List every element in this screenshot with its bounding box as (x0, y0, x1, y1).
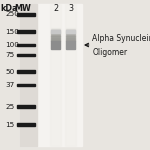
Text: kDa: kDa (0, 4, 18, 13)
Bar (17, 30, 35, 33)
Text: 37: 37 (5, 82, 15, 88)
Bar (51, 30, 60, 31)
Bar (66, 29, 75, 30)
Bar (17, 44, 35, 46)
Bar (51, 31, 60, 32)
Bar (51, 33, 60, 34)
Bar (51, 29, 60, 30)
Bar (66, 36, 75, 37)
Text: 75: 75 (5, 52, 15, 58)
Bar (51, 38, 60, 39)
Text: 15: 15 (5, 122, 15, 128)
Bar (17, 84, 35, 86)
Text: 2: 2 (53, 4, 58, 13)
Bar (66, 28, 75, 29)
Bar (17, 105, 35, 108)
Bar (20, 4, 37, 146)
Text: Alpha Synuclein: Alpha Synuclein (92, 34, 150, 43)
Bar (51, 40, 60, 41)
Bar (66, 40, 75, 41)
Bar (66, 31, 75, 32)
Bar (51, 32, 60, 33)
Bar (51, 37, 60, 38)
Bar (66, 35, 75, 36)
Bar (51, 33, 60, 34)
Text: 150: 150 (5, 28, 19, 34)
Bar (66, 36, 75, 38)
Text: MW: MW (14, 4, 31, 13)
Bar (66, 37, 75, 38)
Text: Oligomer: Oligomer (92, 48, 127, 57)
Bar (51, 36, 60, 37)
Bar (51, 28, 60, 29)
Text: 3: 3 (68, 4, 73, 13)
Bar (51, 40, 60, 41)
Bar (51, 36, 60, 38)
Bar (20, 4, 82, 146)
Bar (51, 38, 60, 39)
Bar (51, 39, 60, 40)
Bar (66, 31, 75, 32)
Bar (51, 35, 60, 36)
Text: 25: 25 (5, 104, 15, 110)
Bar (51, 29, 60, 30)
Bar (17, 13, 35, 16)
Bar (51, 31, 60, 32)
Bar (66, 41, 75, 49)
Bar (17, 54, 35, 56)
Bar (66, 33, 75, 34)
Text: 50: 50 (5, 69, 15, 75)
Bar (66, 34, 75, 36)
Text: 100: 100 (5, 42, 19, 48)
Bar (17, 123, 35, 126)
Bar (66, 38, 75, 39)
Bar (66, 34, 75, 35)
Bar (51, 34, 60, 35)
Text: 250: 250 (5, 11, 19, 17)
Bar (50, 4, 61, 146)
Bar (51, 30, 60, 33)
Bar (66, 33, 75, 34)
Bar (51, 41, 60, 49)
Bar (17, 70, 35, 73)
Bar (66, 32, 75, 33)
Bar (66, 38, 75, 39)
Bar (51, 34, 60, 36)
Bar (66, 30, 75, 33)
Bar (66, 40, 75, 41)
Bar (66, 39, 75, 40)
Bar (65, 4, 76, 146)
Bar (66, 29, 75, 30)
Bar (66, 30, 75, 31)
